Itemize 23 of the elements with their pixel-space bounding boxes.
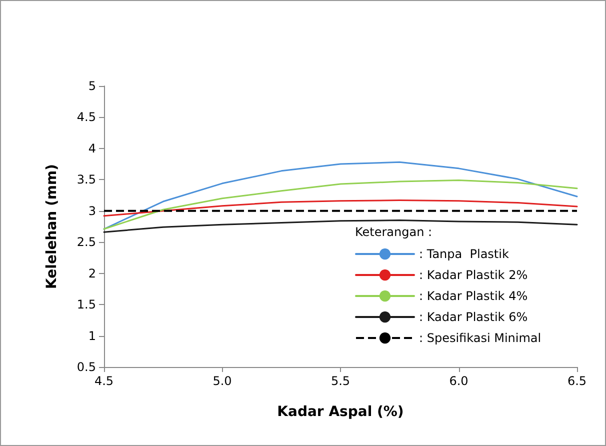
legend-label: : Spesifikasi Minimal [419,331,542,345]
y-tick-label: 4 [88,141,96,156]
y-axis-title: Kelelehan (mm) [44,164,60,289]
legend-label: : Kadar Plastik 6% [419,310,528,324]
y-tick-label: 0.5 [76,360,96,374]
legend-label: : Kadar Plastik 4% [419,289,528,303]
y-tick-label: 1 [88,328,96,343]
y-tick-label: 3.5 [76,172,96,187]
line-series [103,200,578,217]
y-tick-label: 2 [88,266,96,280]
y-tick-label: 1.5 [76,298,96,312]
y-tick-label: 3 [88,204,96,218]
x-tick-label: 5.0 [212,374,232,388]
y-tick-label: 4.5 [76,110,96,124]
x-axis-title: Kadar Aspal (%) [277,404,404,420]
legend-label: : Kadar Plastik 2% [419,268,528,282]
y-tick-label: 2.5 [76,235,96,250]
legend-title: Keterangan : [355,225,432,239]
y-tick-label: 5 [88,79,96,93]
x-tick-label: 6.5 [567,374,587,388]
legend-label: : Tanpa Plastik [419,247,509,261]
x-tick-label: 5.5 [330,374,350,388]
x-tick-label: 6.0 [449,374,468,388]
